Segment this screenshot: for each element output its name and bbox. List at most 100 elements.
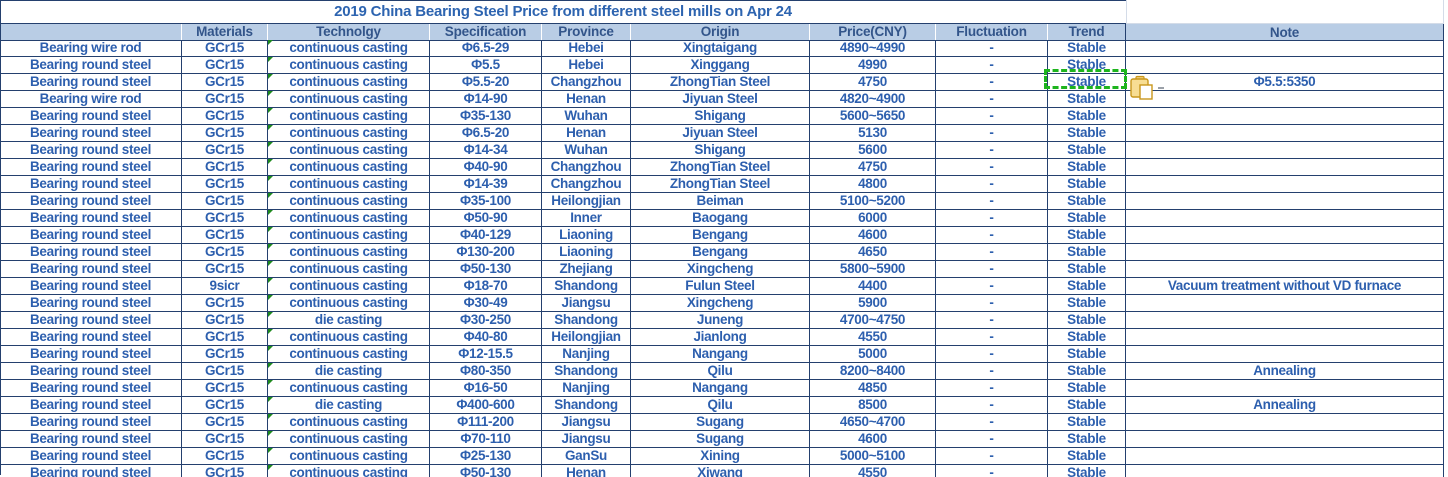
province-cell[interactable]: Hebei	[542, 40, 631, 56]
price-cell[interactable]: 4750	[810, 159, 936, 175]
fluctuation-cell[interactable]: -	[936, 295, 1048, 311]
origin-cell[interactable]: Xining	[631, 448, 810, 464]
price-cell[interactable]: 5600~5650	[810, 108, 936, 124]
note-cell[interactable]	[1126, 448, 1444, 464]
trend-cell[interactable]: Stable	[1048, 108, 1126, 124]
origin-cell[interactable]: Xinggang	[631, 57, 810, 73]
price-cell[interactable]: 5800~5900	[810, 261, 936, 277]
product-cell[interactable]: Bearing round steel	[0, 159, 182, 175]
technology-cell[interactable]: continuous casting	[268, 210, 430, 226]
specification-cell[interactable]: Φ6.5-20	[430, 125, 542, 141]
product-cell[interactable]: Bearing round steel	[0, 312, 182, 328]
product-cell[interactable]: Bearing round steel	[0, 431, 182, 447]
materials-cell[interactable]: GCr15	[182, 125, 268, 141]
materials-cell[interactable]: 9sicr	[182, 278, 268, 294]
product-cell[interactable]: Bearing round steel	[0, 125, 182, 141]
trend-cell[interactable]: Stable	[1048, 227, 1126, 243]
note-cell[interactable]	[1126, 210, 1444, 226]
product-cell[interactable]: Bearing round steel	[0, 397, 182, 413]
fluctuation-cell[interactable]: -	[936, 363, 1048, 379]
specification-cell[interactable]: Φ5.5	[430, 57, 542, 73]
province-cell[interactable]: Nanjing	[542, 346, 631, 362]
technology-cell[interactable]: continuous casting	[268, 278, 430, 294]
trend-cell[interactable]: Stable	[1048, 346, 1126, 362]
province-cell[interactable]: Changzhou	[542, 159, 631, 175]
product-cell[interactable]: Bearing round steel	[0, 414, 182, 430]
note-cell[interactable]	[1126, 125, 1444, 141]
specification-cell[interactable]: Φ80-350	[430, 363, 542, 379]
origin-cell[interactable]: Qilu	[631, 397, 810, 413]
header-fluctuation[interactable]: Fluctuation	[936, 23, 1048, 40]
origin-cell[interactable]: Xingcheng	[631, 261, 810, 277]
technology-cell[interactable]: continuous casting	[268, 125, 430, 141]
product-cell[interactable]: Bearing round steel	[0, 278, 182, 294]
technology-cell[interactable]: continuous casting	[268, 176, 430, 192]
origin-cell[interactable]: Nangang	[631, 380, 810, 396]
technology-cell[interactable]: continuous casting	[268, 261, 430, 277]
origin-cell[interactable]: Jiyuan Steel	[631, 125, 810, 141]
fluctuation-cell[interactable]: -	[936, 227, 1048, 243]
note-cell[interactable]	[1126, 244, 1444, 260]
specification-cell[interactable]: Φ14-34	[430, 142, 542, 158]
materials-cell[interactable]: GCr15	[182, 57, 268, 73]
product-cell[interactable]: Bearing round steel	[0, 193, 182, 209]
materials-cell[interactable]: GCr15	[182, 329, 268, 345]
specification-cell[interactable]: Φ35-130	[430, 108, 542, 124]
technology-cell[interactable]: die casting	[268, 397, 430, 413]
trend-cell[interactable]: Stable	[1048, 74, 1126, 90]
product-cell[interactable]: Bearing round steel	[0, 363, 182, 379]
technology-cell[interactable]: continuous casting	[268, 295, 430, 311]
price-cell[interactable]: 4890~4990	[810, 40, 936, 56]
technology-cell[interactable]: continuous casting	[268, 74, 430, 90]
materials-cell[interactable]: GCr15	[182, 363, 268, 379]
origin-cell[interactable]: Jiyuan Steel	[631, 91, 810, 107]
price-cell[interactable]: 4550	[810, 329, 936, 345]
province-cell[interactable]: Heilongjian	[542, 193, 631, 209]
note-cell[interactable]	[1126, 261, 1444, 277]
trend-cell[interactable]: Stable	[1048, 397, 1126, 413]
header-technology[interactable]: Technolgy	[268, 23, 430, 40]
specification-cell[interactable]: Φ35-100	[430, 193, 542, 209]
note-cell[interactable]	[1126, 346, 1444, 362]
technology-cell[interactable]: die casting	[268, 312, 430, 328]
product-cell[interactable]: Bearing round steel	[0, 210, 182, 226]
materials-cell[interactable]: GCr15	[182, 176, 268, 192]
origin-cell[interactable]: ZhongTian Steel	[631, 74, 810, 90]
technology-cell[interactable]: continuous casting	[268, 57, 430, 73]
fluctuation-cell[interactable]: -	[936, 346, 1048, 362]
trend-cell[interactable]: Stable	[1048, 142, 1126, 158]
materials-cell[interactable]: GCr15	[182, 261, 268, 277]
product-cell[interactable]: Bearing wire rod	[0, 40, 182, 56]
technology-cell[interactable]: die casting	[268, 363, 430, 379]
specification-cell[interactable]: Φ5.5-20	[430, 74, 542, 90]
fluctuation-cell[interactable]: -	[936, 278, 1048, 294]
product-cell[interactable]: Bearing round steel	[0, 261, 182, 277]
fluctuation-cell[interactable]: -	[936, 193, 1048, 209]
fluctuation-cell[interactable]: -	[936, 40, 1048, 56]
note-cell[interactable]: Annealing	[1126, 397, 1444, 413]
materials-cell[interactable]: GCr15	[182, 210, 268, 226]
trend-cell[interactable]: Stable	[1048, 57, 1126, 73]
province-cell[interactable]: Nanjing	[542, 380, 631, 396]
province-cell[interactable]: Liaoning	[542, 244, 631, 260]
price-cell[interactable]: 5000~5100	[810, 448, 936, 464]
materials-cell[interactable]: GCr15	[182, 397, 268, 413]
price-cell[interactable]: 4820~4900	[810, 91, 936, 107]
product-cell[interactable]: Bearing round steel	[0, 244, 182, 260]
price-cell[interactable]: 4700~4750	[810, 312, 936, 328]
price-cell[interactable]: 5900	[810, 295, 936, 311]
fluctuation-cell[interactable]: -	[936, 210, 1048, 226]
specification-cell[interactable]: Φ14-39	[430, 176, 542, 192]
fluctuation-cell[interactable]: -	[936, 74, 1048, 90]
technology-cell[interactable]: continuous casting	[268, 329, 430, 345]
fluctuation-cell[interactable]: -	[936, 465, 1048, 477]
origin-cell[interactable]: Shigang	[631, 142, 810, 158]
fluctuation-cell[interactable]: -	[936, 397, 1048, 413]
price-cell[interactable]: 5130	[810, 125, 936, 141]
price-cell[interactable]: 4600	[810, 431, 936, 447]
note-cell[interactable]	[1126, 465, 1444, 477]
specification-cell[interactable]: Φ40-90	[430, 159, 542, 175]
header-materials[interactable]: Materials	[182, 23, 268, 40]
specification-cell[interactable]: Φ40-80	[430, 329, 542, 345]
header-trend[interactable]: Trend	[1048, 23, 1126, 40]
